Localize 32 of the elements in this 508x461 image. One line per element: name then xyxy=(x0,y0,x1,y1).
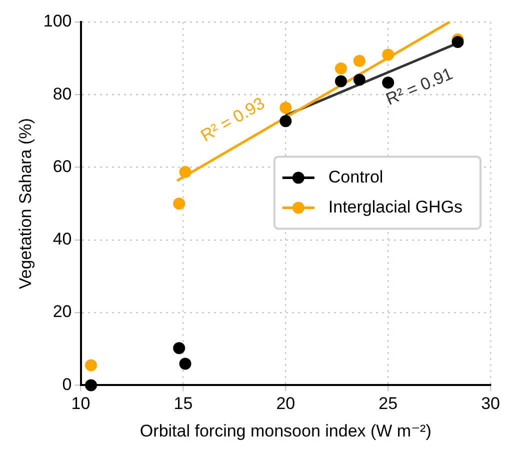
y-tick-label: 20 xyxy=(52,302,72,322)
y-tick-label: 40 xyxy=(52,230,72,249)
point xyxy=(382,76,394,89)
y-tick-label: 100 xyxy=(43,12,72,31)
point xyxy=(85,379,98,392)
point xyxy=(334,75,347,88)
point xyxy=(382,48,394,61)
point xyxy=(173,198,186,210)
x-tick-label: 30 xyxy=(481,394,500,414)
annotation: R² = 0.93 xyxy=(198,94,268,146)
point xyxy=(452,36,464,48)
point xyxy=(179,358,192,370)
x-tick-label: 25 xyxy=(378,394,398,414)
annotation: R² = 0.91 xyxy=(383,64,456,109)
y-axis-title: Vegetation Sahara (%) xyxy=(16,118,35,290)
point xyxy=(280,115,292,128)
y-tick-label: 80 xyxy=(52,84,72,104)
point xyxy=(85,359,98,372)
point xyxy=(353,74,366,86)
point xyxy=(353,54,366,67)
point xyxy=(173,342,186,354)
point xyxy=(280,102,292,114)
point xyxy=(179,166,192,178)
y-tick-label: 0 xyxy=(62,374,72,394)
legend-label: Interglacial GHGs xyxy=(328,197,463,216)
x-axis-title: Orbital forcing monsoon index (W m⁻²) xyxy=(140,421,432,440)
point xyxy=(334,62,347,74)
legend-label: Control xyxy=(328,167,384,186)
x-tick-label: 10 xyxy=(71,394,90,414)
x-tick-label: 15 xyxy=(174,394,193,414)
y-tick-label: 60 xyxy=(52,156,72,176)
x-tick-label: 20 xyxy=(276,394,296,414)
